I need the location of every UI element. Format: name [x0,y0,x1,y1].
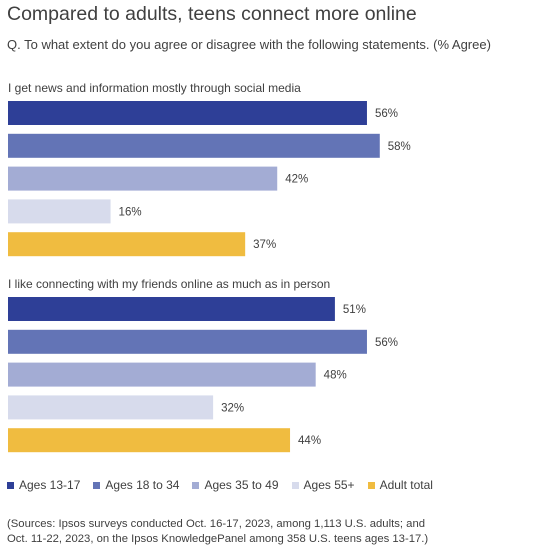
bar-group2-series5 [8,428,291,453]
legend-item-2: Ages 18 to 34 [93,478,179,492]
legend-label: Ages 35 to 49 [204,478,279,492]
bar-group2-series4 [8,395,214,420]
data-label-group2-series5: 44% [298,435,321,447]
data-label-group2-series1: 51% [343,304,366,316]
data-label-group2-series2: 56% [375,337,398,349]
source-note: (Sources: Ipsos surveys conducted Oct. 1… [7,517,428,546]
data-label-group1-series3: 42% [285,174,308,186]
chart-title: Compared to adults, teens connect more o… [7,3,417,25]
group-label-1: I get news and information mostly throug… [8,81,301,95]
legend-swatch [291,481,299,489]
bar-group2-series2 [8,329,367,354]
legend-item-5: Adult total [367,478,433,492]
data-label-group2-series4: 32% [221,402,244,414]
legend: Ages 13-17 Ages 18 to 34 Ages 35 to 49 Ages… [7,478,446,492]
bar-chart: I get news and information mostly throug… [8,81,411,453]
legend-label: Adult total [379,478,433,492]
bar-group1-series4 [8,199,111,224]
bar-group1-series1 [8,101,367,125]
legend-item-1: Ages 13-17 [7,478,80,492]
bar-group1-series5 [8,232,246,257]
data-label-group2-series3: 48% [324,370,347,382]
group-label-2: I like connecting with my friends online… [8,277,330,291]
bar-group1-series2 [8,133,380,158]
legend-swatch [192,481,200,489]
source-line-1: (Sources: Ipsos surveys conducted Oct. 1… [7,518,426,530]
data-label-group1-series2: 58% [388,141,411,153]
legend-label: Ages 13-17 [19,478,81,492]
bar-group2-series1 [8,297,335,321]
legend-item-3: Ages 35 to 49 [192,478,279,492]
bar-group2-series3 [8,362,316,387]
legend-item-4: Ages 55+ [291,478,355,492]
legend-label: Ages 55+ [303,478,355,492]
legend-swatch [367,481,375,489]
chart-subtitle: Q. To what extent do you agree or disagr… [7,37,491,52]
bar-group1-series3 [8,166,278,191]
data-label-group1-series5: 37% [253,239,276,251]
source-line-2: Oct. 11-22, 2023, on the Ipsos Knowledge… [7,532,429,545]
legend-swatch [93,481,101,489]
legend-label: Ages 18 to 34 [105,478,180,492]
legend-swatch [7,481,14,489]
data-label-group1-series1: 56% [375,108,398,120]
data-label-group1-series4: 16% [119,206,142,218]
